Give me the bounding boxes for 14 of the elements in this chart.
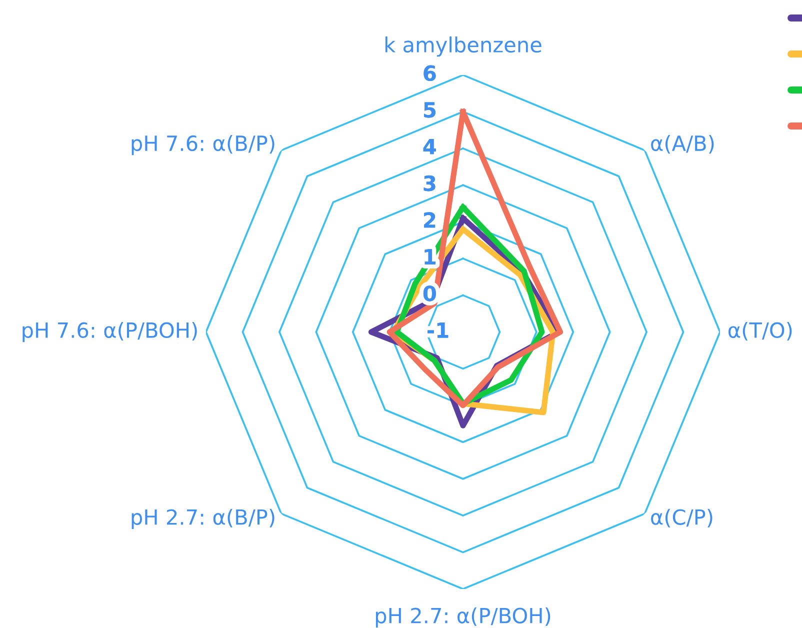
spoke-label: α(T/O) [728,322,792,340]
y-tick-label: 2 [424,212,436,228]
y-tick-label: -1 [428,322,448,338]
spoke-label: pH 7.6: α(B/P) [132,135,274,156]
spoke-label: k amylbenzene [385,36,542,57]
spoke-label: pH 2.7: α(P/BOH) [376,607,550,628]
spoke-label: pH 2.7: α(B/P) [132,508,274,529]
spoke-label: pH 7.6: α(P/BOH) [22,322,197,342]
y-tick-label: 6 [424,65,436,82]
spoke-label: α(C/P) [651,508,712,528]
spoke-label: α(A/B) [651,135,714,154]
y-tick-label: 4 [423,138,436,154]
y-tick-label: 5 [424,102,436,118]
y-tick-label: 3 [424,175,436,192]
